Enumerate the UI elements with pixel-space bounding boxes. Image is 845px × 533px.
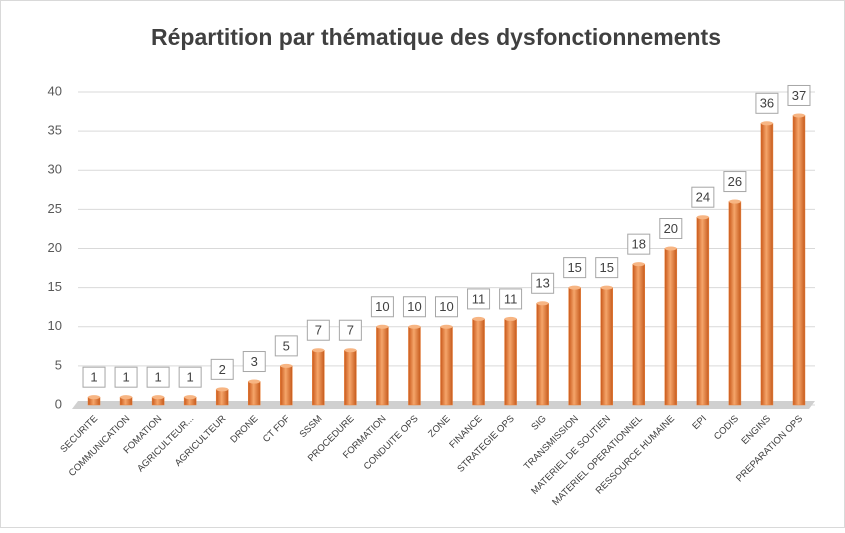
value-label: 18 [632,237,646,252]
bar [247,381,261,406]
bar-top [184,395,197,400]
bar [760,123,774,406]
bar-top [312,348,325,353]
y-tick-label: 25 [48,201,62,216]
value-label: 10 [375,299,389,314]
bar [632,263,646,406]
bar [440,326,453,406]
value-label-box [210,358,234,380]
value-label-box [306,319,330,341]
bar-top [280,363,293,368]
bar-top [408,324,421,329]
value-label-box [691,186,715,208]
value-label-box [274,335,298,357]
value-label-box [402,296,426,318]
value-label-box [755,92,779,114]
value-label-box [114,366,138,388]
bar-top [216,387,229,392]
bar-top [760,121,773,126]
value-label-box [338,319,362,341]
bar [344,349,357,406]
bar [568,287,581,406]
bar [376,326,389,406]
bar-top [88,395,101,400]
value-label-box [146,366,170,388]
bar [792,115,806,406]
value-label: 11 [504,291,518,306]
value-label: 36 [760,96,774,111]
bar-top [120,395,133,400]
bar-top [696,215,709,220]
value-label: 3 [251,354,258,369]
bar-top [472,316,485,321]
y-tick-label: 30 [48,162,62,177]
value-label-box [627,233,651,255]
value-label-box [467,288,491,310]
bar [408,326,421,406]
y-tick-label: 0 [55,396,62,411]
value-label-box [82,366,106,388]
value-label-box [178,366,202,388]
value-label-box [531,272,555,294]
value-label: 1 [154,370,161,385]
value-label-box [435,296,458,318]
bar-top [632,262,645,267]
value-label: 7 [315,323,322,338]
bar-top [248,379,261,384]
bar-top [344,348,357,353]
bar-top [376,324,389,329]
value-label-box [723,171,747,193]
bar-top [568,285,581,290]
y-tick-label: 5 [55,357,62,372]
value-label-box [242,351,266,373]
value-label: 20 [664,221,678,236]
value-label: 26 [728,174,742,189]
y-tick-label: 35 [48,123,62,138]
value-label: 2 [219,362,226,377]
bar [728,201,742,406]
value-label: 37 [792,88,806,103]
value-label: 10 [407,299,421,314]
value-label-box [370,296,394,318]
bar-top [152,395,165,400]
value-label: 11 [472,291,486,306]
bar [472,318,485,406]
value-label: 1 [187,370,194,385]
bar-top [536,301,549,306]
value-label: 10 [439,299,453,314]
value-label-box [499,288,523,310]
y-tick-label: 10 [48,318,62,333]
bar-top [504,316,517,321]
bar [504,318,517,406]
bar [664,248,678,406]
value-label: 5 [283,338,290,353]
chart-title: Répartition par thématique des dysfoncti… [151,24,721,50]
bar [696,216,710,406]
value-label: 7 [347,323,354,338]
value-label: 15 [567,260,581,275]
bar [600,287,613,406]
y-tick-label: 20 [48,240,62,255]
bar-top [600,285,613,290]
bar-top [792,113,805,118]
bar [312,349,325,406]
y-tick-label: 40 [48,83,62,98]
value-label-box [659,218,683,239]
value-label: 15 [599,260,613,275]
bar-top [664,246,677,251]
value-label: 24 [696,190,710,205]
value-label-box [563,257,587,279]
value-label: 1 [90,370,97,385]
value-label-box [595,257,619,279]
value-label: 13 [535,276,549,291]
value-label-box [787,84,811,106]
bar-top [728,199,741,204]
bar-top [440,324,453,329]
value-label: 1 [122,370,129,385]
bar [280,365,293,406]
bar [536,303,549,406]
y-tick-label: 15 [48,279,62,294]
bar [215,389,229,406]
